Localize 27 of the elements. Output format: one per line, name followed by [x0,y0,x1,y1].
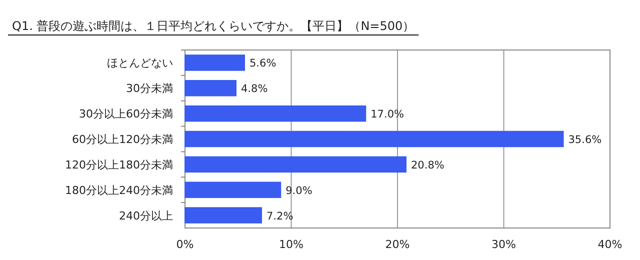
y-tick-label: 30分以上60分未満 [79,108,173,121]
x-tick-label: 0% [176,238,194,251]
bar [184,105,366,122]
x-tick-label: 40% [598,238,622,251]
y-tick-label: 240分以上 [119,209,173,222]
bar [184,130,564,148]
x-tick-label: 20% [385,238,410,251]
bar [184,80,236,96]
y-tick-label: 30分未満 [126,82,173,96]
data-label: 20.8% [411,159,444,172]
data-label: 35.6% [568,134,602,146]
bar [184,182,282,198]
y-tick-label: 180分以上240分未満 [65,184,173,197]
data-label: 5.6% [250,58,276,70]
data-label: 7.2% [266,210,294,222]
y-tick-label: 60分以上120分未満 [72,133,173,146]
bar [184,54,245,71]
x-tick-label: 10% [279,238,304,251]
chart-title: Q1. 普段の遊ぶ時間は、１日平均どれくらいですか。【平日】（N=500） [12,19,415,33]
bar [184,156,406,173]
data-label: 4.8% [241,83,268,96]
x-tick-label: 30% [492,238,516,251]
bar [184,207,262,224]
data-label: 9.0% [286,184,312,197]
y-tick-label: 120分以上180分未満 [65,158,173,172]
y-tick-label: ほとんどない [107,56,173,70]
data-label: 17.0% [370,108,404,121]
